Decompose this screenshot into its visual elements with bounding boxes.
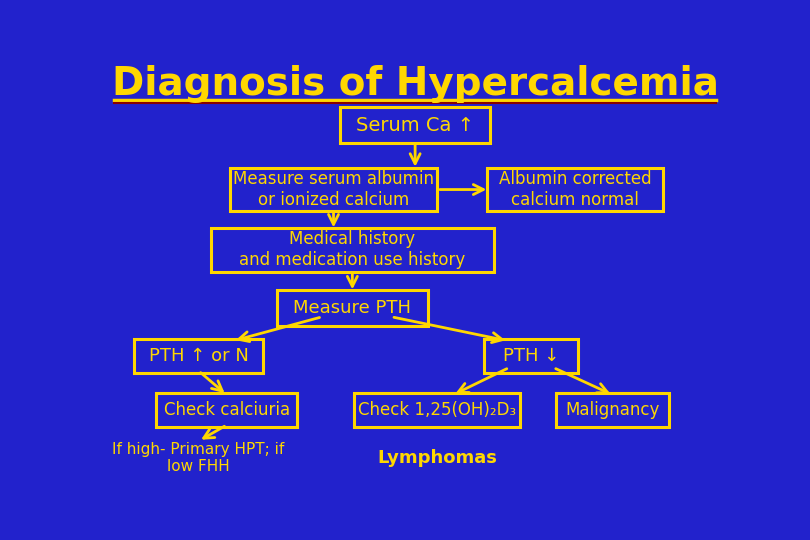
FancyBboxPatch shape [134, 339, 263, 373]
FancyBboxPatch shape [340, 107, 490, 143]
FancyBboxPatch shape [556, 393, 669, 427]
Text: Albumin corrected
calcium normal: Albumin corrected calcium normal [499, 170, 651, 209]
FancyBboxPatch shape [277, 291, 428, 326]
Text: Lymphomas: Lymphomas [377, 449, 497, 467]
FancyBboxPatch shape [156, 393, 297, 427]
Text: Measure serum albumin
or ionized calcium: Measure serum albumin or ionized calcium [233, 170, 434, 209]
FancyBboxPatch shape [211, 228, 493, 272]
Text: Diagnosis of Hypercalcemia: Diagnosis of Hypercalcemia [112, 64, 718, 103]
Text: If high- Primary HPT; if
low FHH: If high- Primary HPT; if low FHH [113, 442, 284, 474]
FancyBboxPatch shape [484, 339, 578, 373]
FancyBboxPatch shape [488, 168, 663, 211]
Text: Measure PTH: Measure PTH [293, 299, 411, 317]
FancyBboxPatch shape [230, 168, 437, 211]
FancyBboxPatch shape [354, 393, 520, 427]
Text: Check calciuria: Check calciuria [164, 401, 290, 419]
Text: Check 1,25(OH)₂D₃: Check 1,25(OH)₂D₃ [358, 401, 516, 419]
Text: PTH ↑ or N: PTH ↑ or N [148, 347, 249, 365]
Text: Serum Ca ↑: Serum Ca ↑ [356, 116, 474, 134]
Text: PTH ↓: PTH ↓ [503, 347, 560, 365]
Text: Medical history
and medication use history: Medical history and medication use histo… [239, 231, 466, 269]
Text: Malignancy: Malignancy [565, 401, 660, 419]
